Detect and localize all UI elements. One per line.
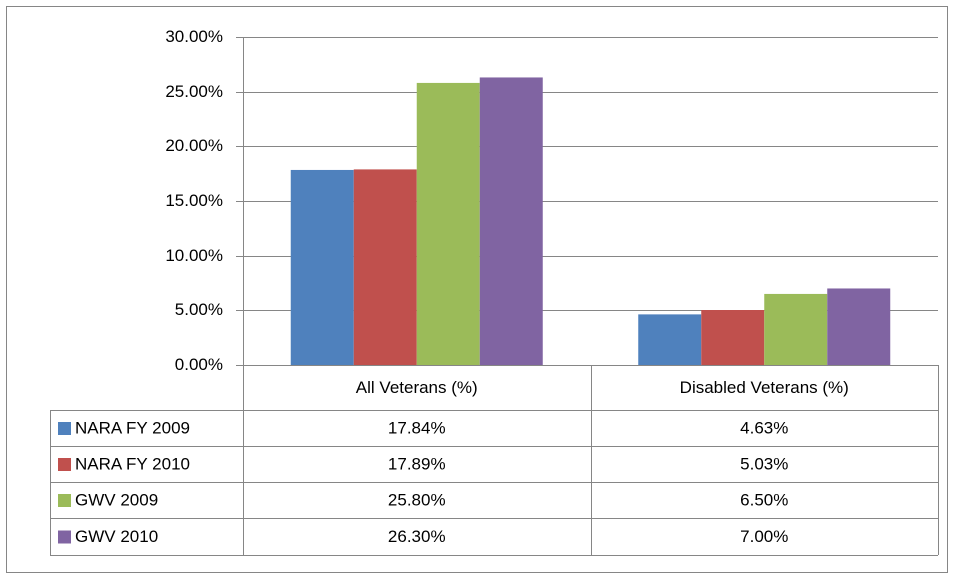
x-tick-label: All Veterans (%) [356,378,478,397]
legend-label: NARA FY 2010 [75,454,190,473]
data-label: 26.30% [388,527,446,546]
data-label: 17.89% [388,454,446,473]
bar [764,293,828,365]
y-tick-label: 0.00% [175,355,223,374]
data-label: 7.00% [740,527,788,546]
bar [638,314,702,365]
x-tick-label: Disabled Veterans (%) [680,378,849,397]
legend-label: NARA FY 2009 [75,418,190,437]
legend-key [58,458,71,471]
y-tick-label: 25.00% [165,82,223,101]
legend-key [58,530,71,544]
legend-key [58,494,71,507]
bar [701,310,765,365]
bar [416,82,480,366]
y-tick-label: 30.00% [165,27,223,46]
bar [479,77,543,365]
data-label: 4.63% [740,418,788,437]
bar [290,169,354,365]
data-label: 6.50% [740,490,788,509]
y-tick-label: 20.00% [165,136,223,155]
bar [353,169,417,365]
data-label: 25.80% [388,490,446,509]
legend-label: GWV 2010 [75,527,158,546]
data-label: 17.84% [388,418,446,437]
data-label: 5.03% [740,454,788,473]
legend-key [58,422,71,435]
legend-label: GWV 2009 [75,490,158,509]
y-tick-label: 5.00% [175,300,223,319]
y-tick-label: 15.00% [165,191,223,210]
bar [827,288,891,365]
y-tick-label: 10.00% [165,246,223,265]
